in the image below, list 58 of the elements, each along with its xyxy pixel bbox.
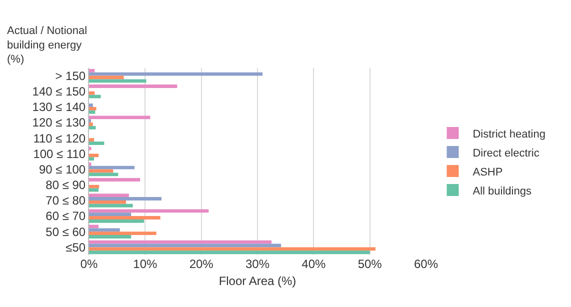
y-tick-label: 100 ≤ 110 [33, 146, 86, 161]
bar [89, 172, 118, 176]
bar [89, 250, 370, 254]
bar [89, 219, 144, 223]
bar [89, 157, 94, 161]
y-tick-label: 50 ≤ 60 [46, 224, 86, 239]
bar [89, 197, 162, 200]
x-tick-label: 10% [133, 257, 158, 271]
x-tick-label: 20% [189, 257, 214, 271]
bar [89, 116, 150, 120]
bar [89, 84, 178, 88]
bar [89, 194, 129, 198]
x-tick-label: 40% [302, 257, 326, 271]
legend-label: District heating [472, 128, 546, 140]
y-tick-label: 140 ≤ 150 [32, 84, 86, 99]
y-tick-label: 60 ≤ 70 [46, 209, 86, 224]
bar [89, 184, 100, 188]
bar [89, 204, 133, 208]
bar [89, 247, 376, 251]
bar [89, 166, 134, 170]
bar [89, 142, 104, 145]
x-tick-label: 60% [414, 257, 438, 271]
y-tick-label: 130 ≤ 140 [32, 100, 86, 114]
bar [89, 228, 120, 232]
bar [89, 110, 96, 114]
y-axis-title: Actual / Notional building energy (%) [7, 25, 88, 66]
x-axis-title: Floor Area (%) [218, 274, 296, 288]
x-tick-label: 30% [245, 257, 270, 271]
bar [89, 200, 126, 204]
x-tick-label: 50% [358, 257, 382, 271]
bar [89, 235, 132, 238]
legend-label: All buildings [472, 185, 532, 198]
bar [89, 212, 132, 216]
y-tick-label: 90 ≤ 100 [38, 162, 86, 176]
y-tick-label: 70 ≤ 80 [46, 194, 86, 208]
bar [89, 216, 160, 220]
y-tick-label: 80 ≤ 90 [46, 178, 86, 192]
legend-label: ASHP [472, 166, 503, 178]
bar [89, 72, 263, 76]
bar [89, 104, 93, 107]
bar [89, 178, 140, 182]
y-tick-label: ≤50 [66, 240, 86, 254]
legend-label: Direct electric [472, 147, 540, 160]
bar [89, 154, 99, 158]
bar [89, 122, 93, 126]
bar [89, 209, 209, 213]
x-tick-label: 0% [80, 257, 98, 271]
bar [89, 126, 96, 130]
y-tick-label: 110 ≤ 120 [33, 131, 86, 146]
bar [89, 68, 95, 72]
bar [89, 138, 94, 142]
bar [89, 106, 96, 110]
bar [89, 240, 272, 244]
y-tick-label: > 150 [55, 68, 86, 83]
bar [89, 91, 95, 95]
bar [89, 79, 146, 83]
bar [89, 232, 156, 236]
y-tick-label: 120 ≤ 130 [32, 116, 86, 130]
